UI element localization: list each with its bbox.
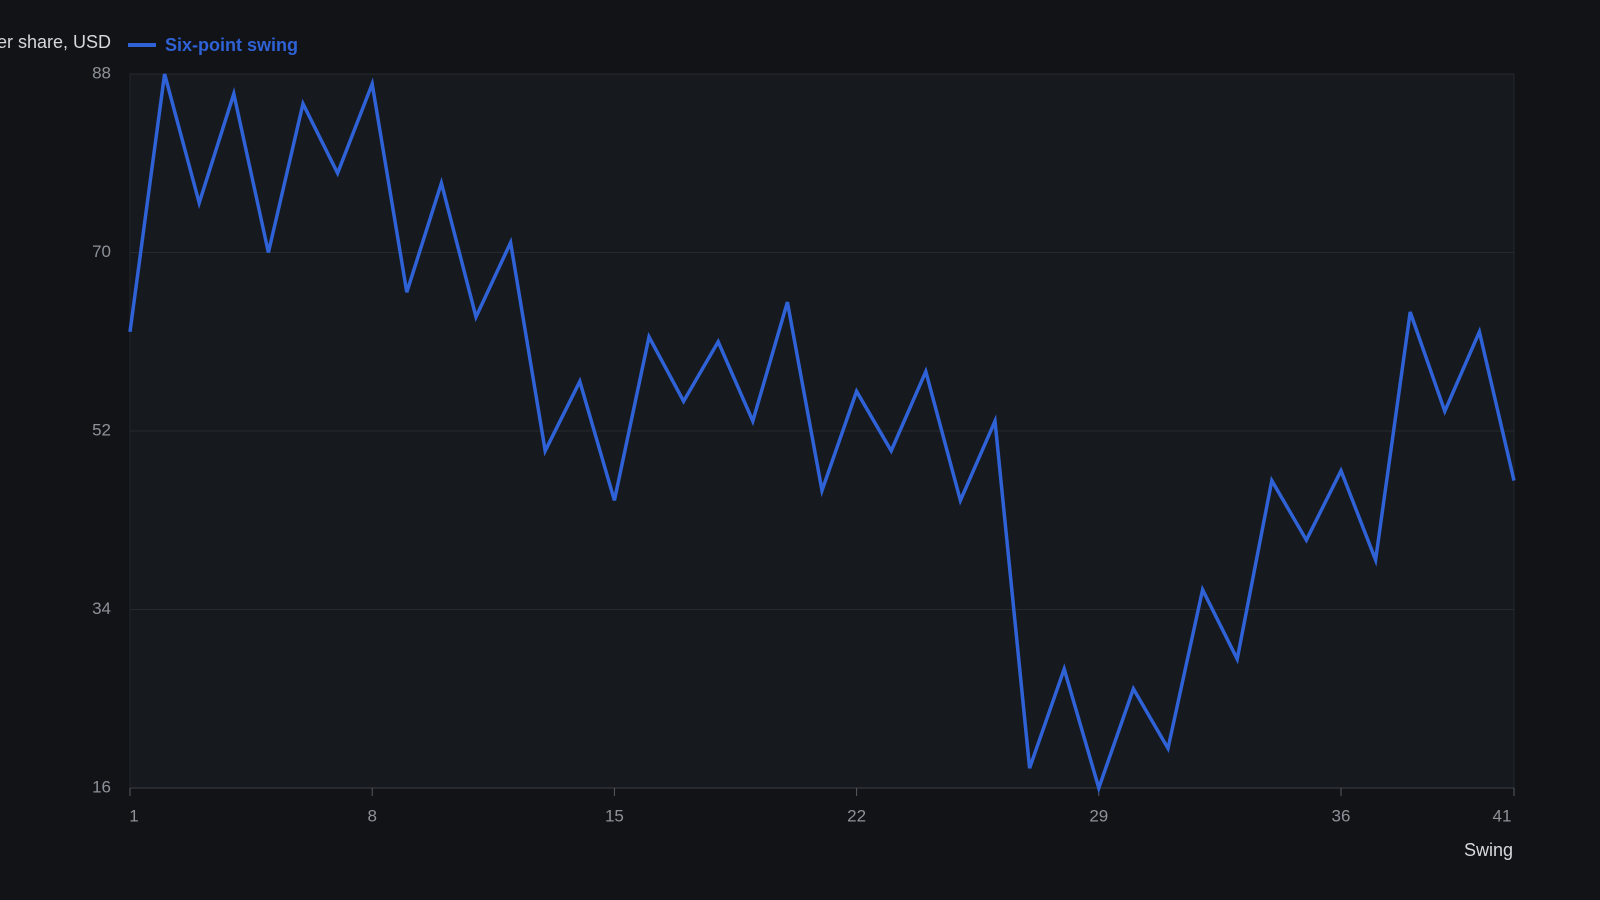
- x-tick-label: 15: [605, 806, 624, 825]
- y-tick-label: 88: [92, 63, 111, 82]
- x-tick-label: 8: [367, 806, 376, 825]
- data-line: [128, 73, 1516, 794]
- y-tick-label: 16: [92, 777, 111, 796]
- y-axis-label: Price per share, USD: [0, 32, 111, 52]
- x-tick-label: 1: [129, 806, 138, 825]
- x-tick-label: 29: [1089, 806, 1108, 825]
- x-tick-label: 36: [1332, 806, 1351, 825]
- y-tick-label: 52: [92, 420, 111, 439]
- x-tick-label: 22: [847, 806, 866, 825]
- legend-label: Six-point swing: [165, 35, 298, 55]
- x-axis-label: Swing: [1464, 840, 1513, 860]
- y-tick-label: 34: [92, 599, 111, 618]
- y-tick-label: 70: [92, 242, 111, 261]
- x-tick-label: 41: [1493, 806, 1512, 825]
